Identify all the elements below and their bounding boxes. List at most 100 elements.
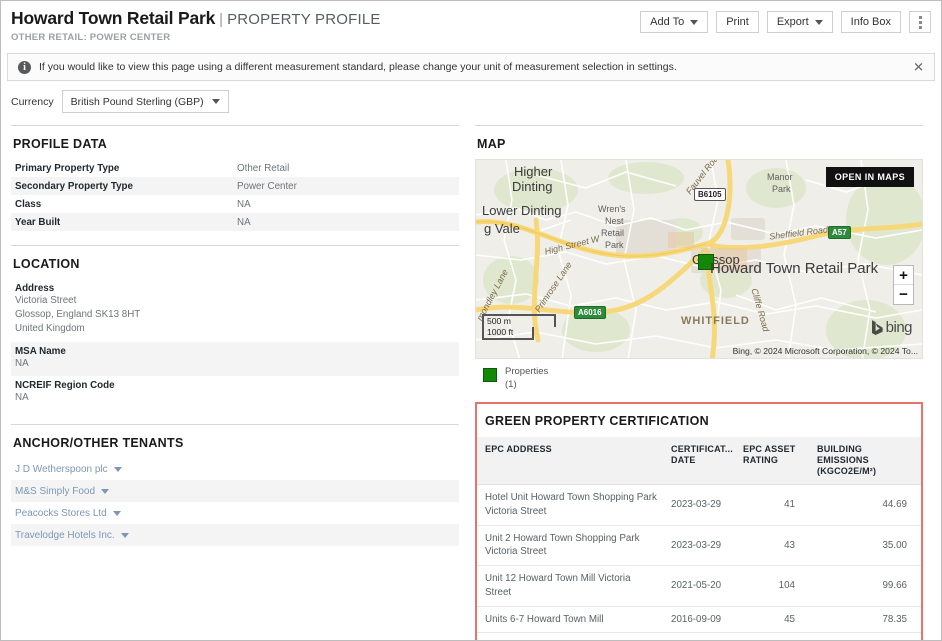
- row-key: Class: [15, 198, 42, 210]
- green-property-certification-panel: GREEN PROPERTY CERTIFICATION EPC ADDRESS…: [475, 401, 923, 640]
- cell-emissions: 44.69: [809, 484, 921, 526]
- header-toolbar: Add To Print Export Info Box: [640, 11, 931, 33]
- zoom-out-button[interactable]: −: [899, 286, 908, 303]
- cell-address: Unit 12 Howard Town Mill: [477, 632, 663, 640]
- cell-date: 2023-03-29: [663, 525, 735, 567]
- divider: [11, 424, 459, 426]
- map-label: Park: [605, 240, 624, 250]
- address-label: Address: [15, 283, 55, 294]
- address-line: United Kingdom: [15, 323, 85, 335]
- header-line-1: EPC ASSET: [743, 443, 796, 454]
- road-shield: A57: [828, 226, 851, 239]
- chevron-down-icon: [101, 488, 110, 494]
- header-line-1: CERTIFICAT...: [671, 443, 733, 454]
- address-line: Victoria Street: [15, 295, 77, 306]
- export-button[interactable]: Export: [766, 11, 833, 33]
- map-label: Higher: [514, 164, 553, 179]
- property-name: Howard Town Retail Park: [11, 8, 216, 28]
- kebab-dot-icon: [918, 25, 922, 29]
- table-row: Units 6-7 Howard Town Mill 2016-09-09 45…: [477, 606, 921, 634]
- cell-date: 2021-05-20: [663, 565, 735, 607]
- bing-mark-icon: [871, 320, 883, 335]
- chevron-down-icon: [120, 532, 129, 538]
- header-line-2: (KGCO2E/M²): [817, 466, 877, 477]
- cell-address: Unit 2 Howard Town Shopping Park Victori…: [477, 525, 663, 567]
- row-key: Primary Property Type: [15, 162, 120, 174]
- currency-select[interactable]: British Pound Sterling (GBP): [61, 90, 229, 113]
- chevron-down-icon: [112, 510, 121, 516]
- info-box-button[interactable]: Info Box: [840, 11, 901, 33]
- list-item[interactable]: Peacocks Stores Ltd: [11, 502, 459, 524]
- msa-label: MSA Name: [15, 345, 66, 357]
- table-row: Class NA: [11, 195, 459, 213]
- map-label: Wren's: [598, 204, 626, 214]
- close-icon[interactable]: ✕: [913, 59, 924, 75]
- kebab-dot-icon: [918, 20, 922, 24]
- column-header-building-emissions[interactable]: BUILDING EMISSIONS (KGCO2E/M²): [809, 436, 921, 486]
- cell-emissions: 99.66: [809, 565, 921, 607]
- ncreif-value: NA: [15, 391, 29, 403]
- legend-swatch-icon: [483, 368, 497, 382]
- cell-date: 2023-03-29: [663, 484, 735, 526]
- table-header-row: EPC ADDRESS CERTIFICAT... DATE EPC ASSET…: [477, 436, 921, 486]
- print-button[interactable]: Print: [716, 11, 759, 33]
- chevron-down-icon: [113, 466, 122, 472]
- info-box-label: Info Box: [850, 16, 891, 28]
- divider: [11, 245, 459, 246]
- tenant-name: Travelodge Hotels Inc.: [15, 529, 115, 541]
- left-column: PROFILE DATA Primary Property Type Other…: [11, 125, 459, 640]
- content-columns: PROFILE DATA Primary Property Type Other…: [1, 125, 941, 640]
- map-label: WHITFIELD: [681, 315, 750, 327]
- map-viewport[interactable]: Higher Dinting Lower Dinting g Vale Wren…: [475, 159, 923, 359]
- map-label: g Vale: [484, 221, 520, 236]
- more-options-button[interactable]: [909, 11, 931, 33]
- kebab-dot-icon: [918, 15, 922, 19]
- currency-label: Currency: [11, 95, 54, 108]
- notice-message: If you would like to view this page usin…: [39, 61, 677, 73]
- bing-logo: bing: [871, 319, 913, 336]
- currency-value: British Pound Sterling (GBP): [70, 95, 204, 108]
- column-header-certification-date[interactable]: CERTIFICAT... DATE: [663, 436, 735, 486]
- header-line-1: EPC ADDRESS: [485, 443, 552, 454]
- table-row: Unit 12 Howard Town Mill 2016-08-15 151 …: [477, 632, 921, 640]
- add-to-button[interactable]: Add To: [640, 11, 709, 33]
- list-item[interactable]: Travelodge Hotels Inc.: [11, 524, 459, 547]
- chevron-down-icon: [690, 19, 699, 25]
- scale-imperial: 1000 ft: [482, 327, 534, 340]
- bing-wordmark: bing: [885, 319, 913, 336]
- cell-address: Hotel Unit Howard Town Shopping Park Vic…: [477, 484, 663, 526]
- currency-control: Currency British Pound Sterling (GBP): [11, 90, 941, 113]
- column-header-epc-address[interactable]: EPC ADDRESS: [477, 436, 663, 486]
- list-item[interactable]: J D Wetherspoon plc: [11, 458, 459, 480]
- property-category: OTHER RETAIL: POWER CENTER: [11, 31, 171, 43]
- chevron-down-icon: [211, 99, 220, 104]
- map-label: Dinting: [512, 179, 553, 194]
- map-label: Nest: [605, 216, 624, 226]
- cell-rating: 41: [735, 484, 809, 526]
- page-type-label: PROPERTY PROFILE: [227, 11, 381, 28]
- list-item[interactable]: M&S Simply Food: [11, 480, 459, 503]
- road-shield: A6016: [574, 306, 606, 319]
- map-zoom-controls[interactable]: + −: [893, 265, 914, 305]
- cell-date: 2016-08-15: [663, 632, 735, 640]
- table-row: Secondary Property Type Power Center: [11, 177, 459, 195]
- property-marker[interactable]: [698, 254, 714, 270]
- open-in-maps-button[interactable]: OPEN IN MAPS: [825, 167, 914, 187]
- green-cert-title: GREEN PROPERTY CERTIFICATION: [485, 413, 709, 428]
- divider: [11, 125, 459, 126]
- column-header-epc-asset-rating[interactable]: EPC ASSET RATING: [735, 436, 809, 486]
- table-row: Primary Property Type Other Retail: [11, 159, 459, 177]
- row-value: Other Retail: [237, 162, 290, 174]
- map-label: Manor: [767, 172, 793, 182]
- table-row: Unit 12 Howard Town Mill Victoria Street…: [477, 565, 921, 607]
- table-row: Year Built NA: [11, 213, 459, 231]
- cell-address: Unit 12 Howard Town Mill Victoria Street: [477, 565, 663, 607]
- map-title: MAP: [477, 137, 506, 151]
- tenant-name: J D Wetherspoon plc: [15, 463, 108, 475]
- map-scale-bar: 500 m 1000 ft: [482, 314, 556, 340]
- legend-count: (1): [505, 378, 517, 390]
- map-label: Retail: [601, 228, 625, 238]
- info-icon: i: [18, 60, 31, 74]
- zoom-in-button[interactable]: +: [894, 266, 913, 285]
